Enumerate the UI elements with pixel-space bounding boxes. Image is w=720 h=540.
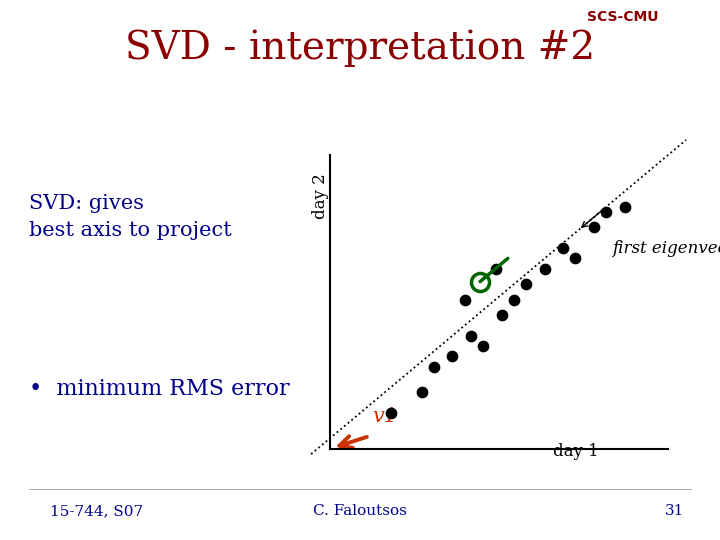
Point [588,223,600,232]
Text: SVD - interpretation #2: SVD - interpretation #2 [125,30,595,67]
Text: day 1: day 1 [552,443,598,460]
Point [446,352,458,361]
Point [619,202,631,211]
Text: C. Faloutsos: C. Faloutsos [313,504,407,518]
Text: v1: v1 [372,407,397,426]
Text: day 2: day 2 [312,174,330,219]
Point [570,254,581,262]
Point [416,388,428,396]
Point [600,208,612,217]
Point [557,244,569,252]
Text: •  minimum RMS error: • minimum RMS error [29,378,289,400]
Point [490,265,501,273]
Text: SCS-CMU: SCS-CMU [587,10,659,24]
Point [496,310,508,319]
Point [465,332,477,340]
Text: 15-744, S07: 15-744, S07 [50,504,143,518]
Point [521,280,532,288]
Point [539,265,551,273]
Point [459,295,471,304]
Text: first eigenvector: first eigenvector [612,240,720,256]
Point [385,409,397,417]
Point [508,295,520,304]
Text: SVD: gives
best axis to project: SVD: gives best axis to project [29,194,232,240]
Point [428,362,440,371]
Text: 31: 31 [665,504,684,518]
Point [477,342,489,350]
